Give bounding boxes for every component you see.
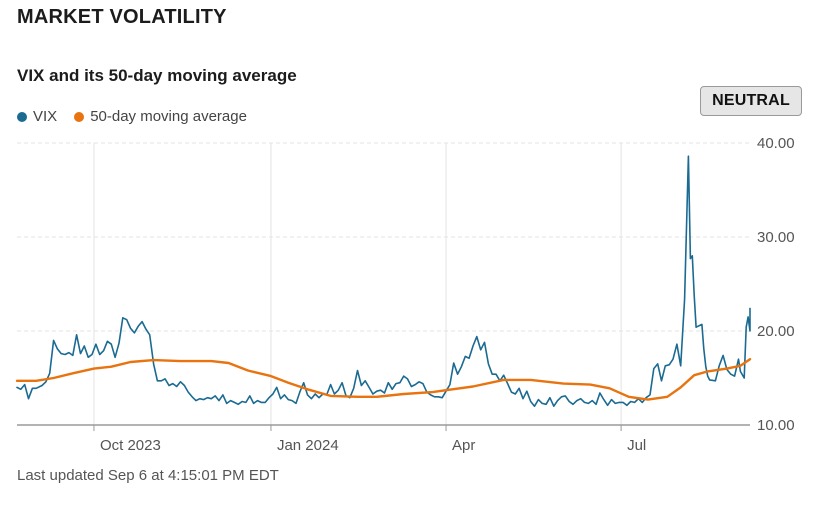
y-tick-label: 20.00 [757,323,795,340]
x-tick-label: Apr [452,437,475,454]
y-tick-label: 40.00 [757,135,795,152]
chart-title: VIX and its 50-day moving average [17,66,297,85]
legend-item-moving-average[interactable]: 50-day moving average [74,108,247,125]
y-tick-label: 30.00 [757,229,795,246]
x-tick-label: Jan 2024 [277,437,339,454]
vix-series-line [16,155,751,408]
x-tick-label: Oct 2023 [100,437,161,454]
legend-label-vix: VIX [33,108,58,125]
vix-series-dot-icon [17,111,27,122]
last-updated-text: Last updated Sep 6 at 4:15:01 PM EDT [17,467,279,484]
legend: VIX 50-day moving average [17,108,264,125]
x-tick-label: Jul [627,437,646,454]
legend-label-moving-average: 50-day moving average [90,108,247,125]
moving-average-series-dot-icon [74,111,85,122]
legend-item-vix[interactable]: VIX [17,108,57,125]
moving-average-series-line [15,358,752,401]
page-title: MARKET VOLATILITY [17,6,227,28]
sentiment-badge: NEUTRAL [700,86,802,116]
y-tick-label: 10.00 [757,417,795,434]
